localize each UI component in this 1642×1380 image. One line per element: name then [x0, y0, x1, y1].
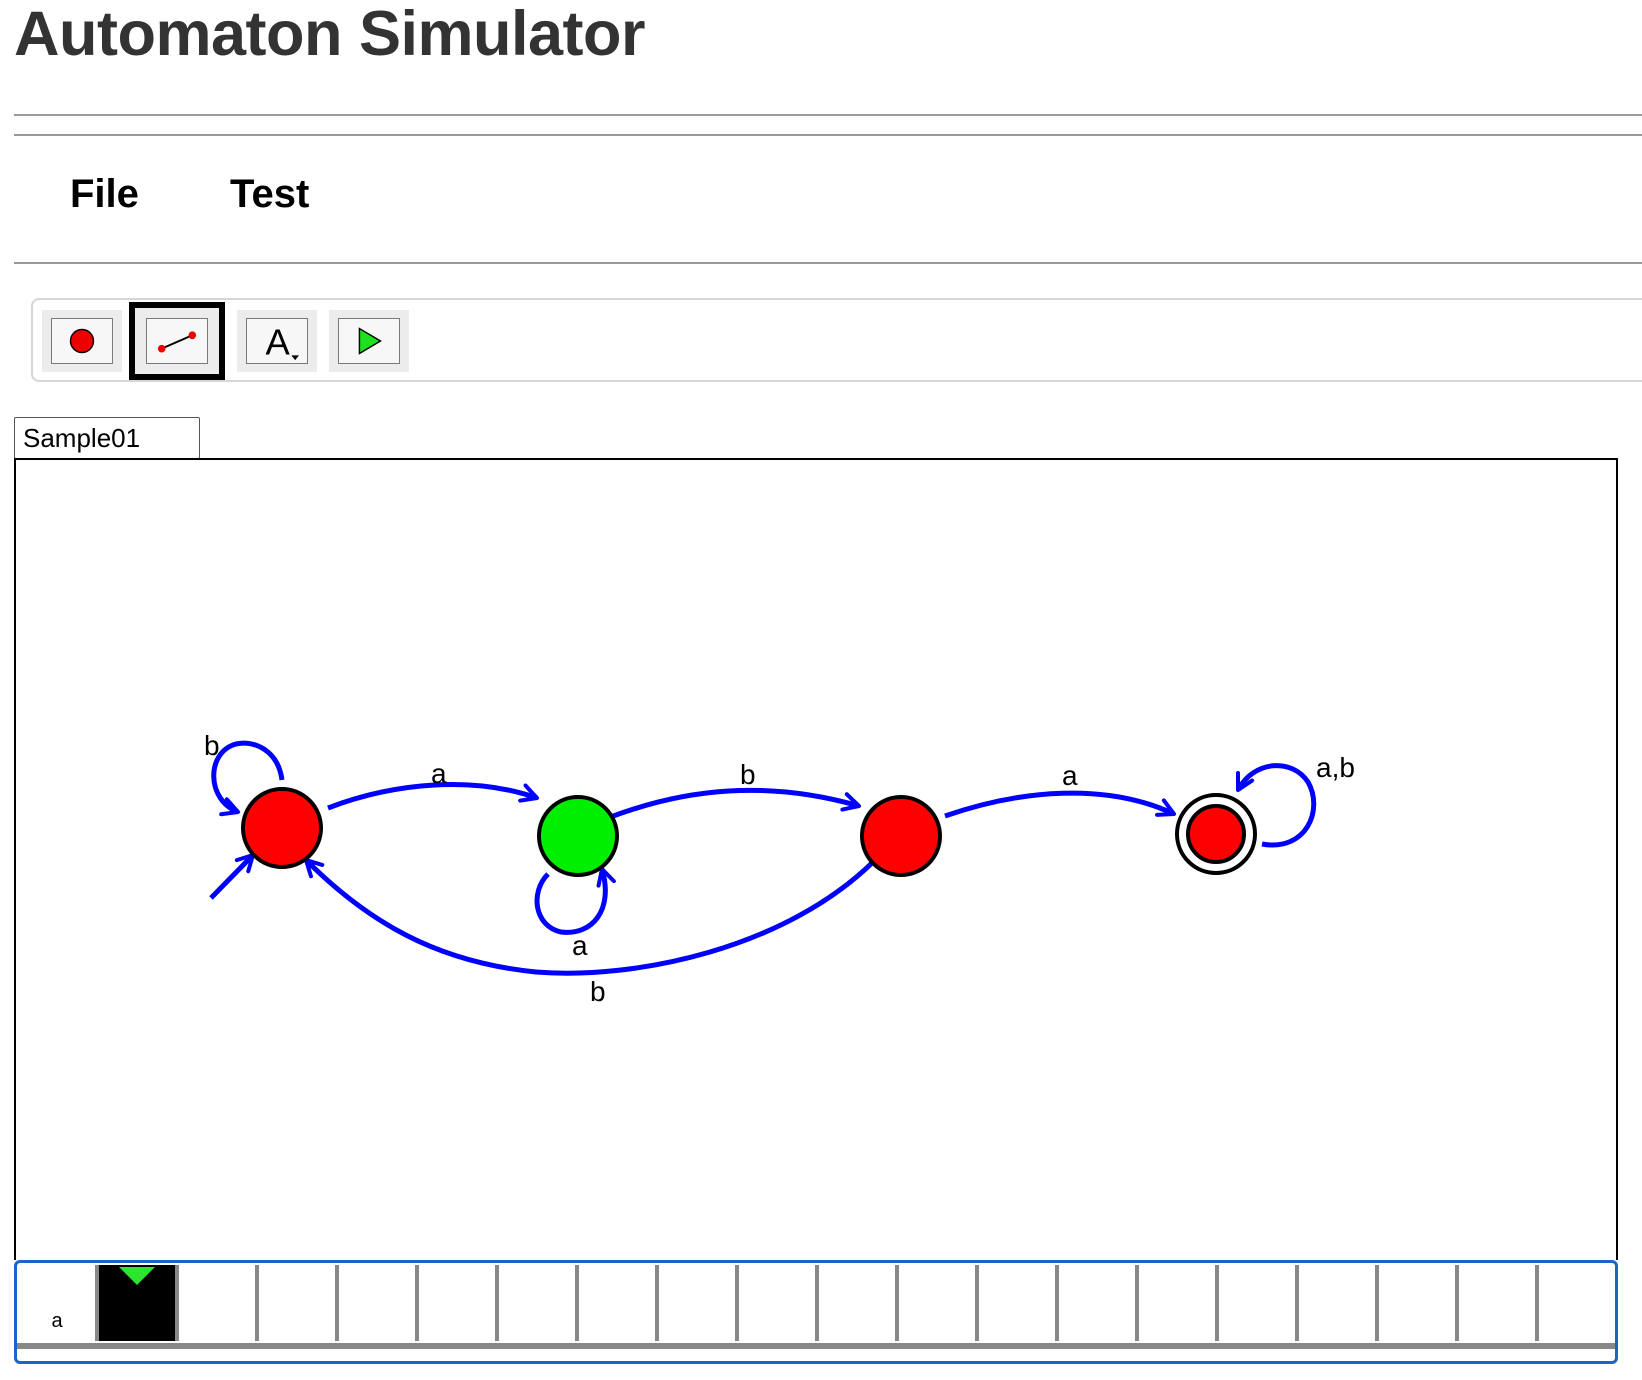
automaton-name-input[interactable] [14, 417, 200, 459]
tape-cell[interactable] [1139, 1265, 1219, 1341]
run-tool[interactable] [329, 310, 409, 372]
text-label-icon: A [266, 321, 299, 362]
tape-cell[interactable] [739, 1265, 819, 1341]
menu-test[interactable]: Test [230, 172, 310, 216]
transition-label: b [204, 730, 220, 761]
tape-cell[interactable] [1299, 1265, 1379, 1341]
tape-cell[interactable] [819, 1265, 899, 1341]
tape-head-marker-icon [119, 1267, 155, 1285]
automaton-canvas[interactable]: b a a b a b a,b [14, 458, 1618, 1260]
tape-cell[interactable] [1219, 1265, 1299, 1341]
tape-cell[interactable] [419, 1265, 499, 1341]
tape-floor [17, 1343, 1615, 1349]
svg-text:A: A [266, 321, 291, 362]
state-q2[interactable] [860, 795, 942, 877]
transition-q2-q0[interactable] [304, 858, 876, 976]
edit-label-tool[interactable]: A [237, 310, 317, 372]
tape-cell[interactable] [979, 1265, 1059, 1341]
tape-cell[interactable] [499, 1265, 579, 1341]
transition-label: b [590, 976, 606, 1007]
tape-cell[interactable] [899, 1265, 979, 1341]
tape-cell-head[interactable] [99, 1265, 179, 1341]
tape-cell[interactable]: a [19, 1265, 99, 1341]
tape-symbol: a [51, 1310, 63, 1332]
initial-arrow[interactable] [209, 853, 255, 900]
tape-cell[interactable] [339, 1265, 419, 1341]
tape-track: a [19, 1265, 1615, 1345]
transition-label: b [740, 759, 756, 790]
transition-label: a [1062, 760, 1078, 791]
toolbar: A [31, 298, 1642, 382]
transition-label: a [572, 930, 588, 961]
tape-cell[interactable] [1379, 1265, 1459, 1341]
transition-label: a,b [1316, 752, 1355, 783]
divider-top [14, 114, 1642, 116]
transition-q2-q3[interactable] [944, 790, 1176, 819]
transition-q1-q1[interactable] [534, 867, 616, 935]
tape-cell[interactable] [259, 1265, 339, 1341]
app-title: Automaton Simulator [14, 0, 646, 69]
divider-bottom [14, 262, 1642, 264]
divider-mid [14, 134, 1642, 136]
transition-q1-q2[interactable] [607, 787, 861, 821]
add-transition-tool[interactable] [129, 302, 225, 380]
line-edge-icon [157, 331, 197, 353]
transition-q0-q0[interactable] [211, 740, 285, 817]
tape-cell[interactable] [1059, 1265, 1139, 1341]
menu-file[interactable]: File [70, 172, 139, 216]
transition-q0-q1[interactable] [327, 782, 539, 811]
transition-q3-q3[interactable] [1235, 763, 1317, 848]
tape-cell[interactable] [179, 1265, 259, 1341]
state-q1[interactable] [537, 795, 619, 877]
add-state-tool[interactable] [42, 310, 122, 372]
tape-cell[interactable] [1539, 1265, 1615, 1341]
red-circle-icon [69, 328, 95, 354]
state-q0[interactable] [241, 787, 323, 869]
input-tape: a [14, 1260, 1618, 1364]
state-q3[interactable] [1175, 793, 1257, 875]
transition-label: a [431, 758, 447, 789]
tape-cell[interactable] [659, 1265, 739, 1341]
automaton-graph: b a a b a b a,b [204, 730, 1355, 1007]
tape-cell[interactable] [1459, 1265, 1539, 1341]
play-icon [358, 327, 382, 355]
tape-cell[interactable] [579, 1265, 659, 1341]
